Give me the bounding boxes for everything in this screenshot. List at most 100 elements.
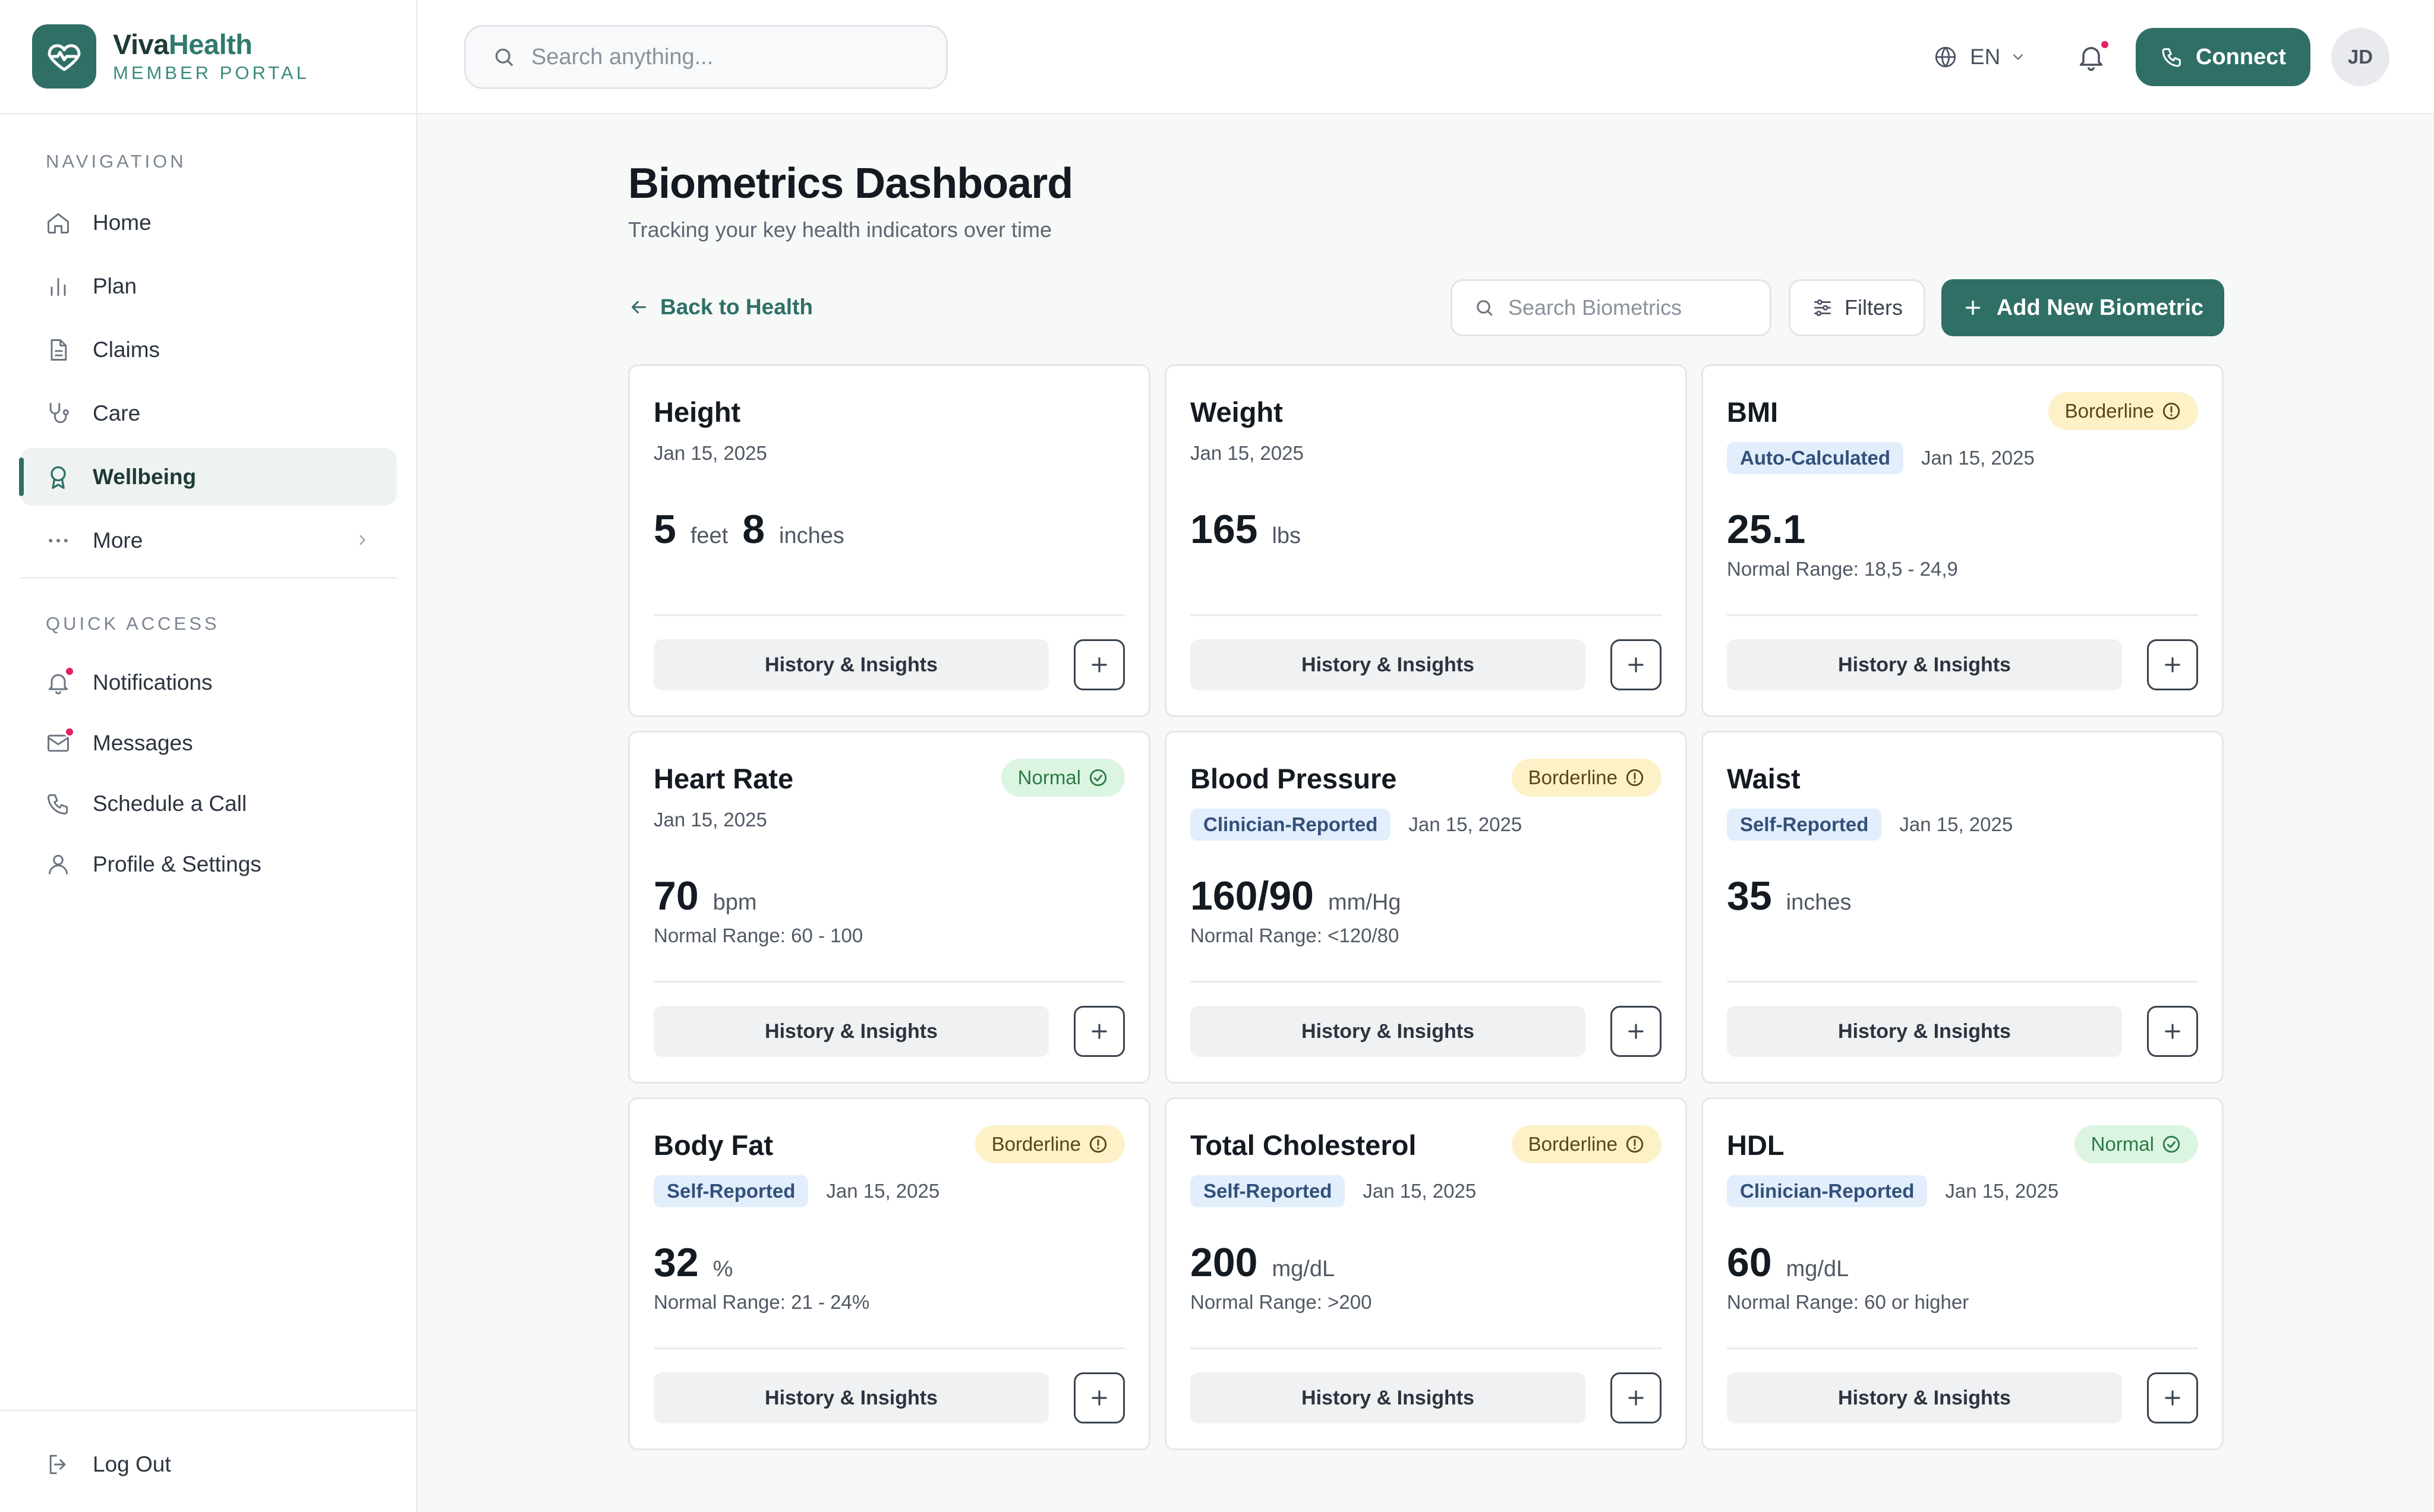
sidebar-item-label: Care [93, 400, 141, 425]
card-date: Jan 15, 2025 [1921, 447, 2035, 469]
sidebar-item-wellbeing[interactable]: Wellbeing [19, 448, 397, 506]
sidebar-footer: Log Out [0, 1410, 418, 1512]
sidebar-item-schedule-call[interactable]: Schedule a Call [20, 775, 397, 832]
filters-button[interactable]: Filters [1789, 279, 1925, 336]
sidebar-item-profile-settings[interactable]: Profile & Settings [20, 835, 397, 893]
history-insights-button[interactable]: History & Insights [1190, 639, 1585, 690]
add-reading-button[interactable] [1074, 639, 1125, 690]
document-icon [45, 337, 71, 363]
back-to-health-link[interactable]: Back to Health [628, 295, 813, 320]
card-unit: bpm [712, 890, 757, 915]
status-badge: Borderline [1511, 1125, 1661, 1163]
card-value: 25.1 [1727, 507, 1806, 552]
history-insights-button[interactable]: History & Insights [1190, 1372, 1585, 1423]
sidebar-item-more[interactable]: More [20, 512, 397, 569]
sidebar-item-home[interactable]: Home [20, 194, 397, 251]
card-divider [1727, 614, 2198, 616]
history-insights-button[interactable]: History & Insights [1727, 639, 2122, 690]
biometric-card-blood-pressure: Blood Pressure Borderline Clinician-Repo… [1165, 731, 1687, 1084]
brand[interactable]: VivaHealth MEMBER PORTAL [0, 0, 416, 115]
status-badge: Normal [1001, 759, 1125, 797]
status-label: Normal [2091, 1133, 2154, 1155]
normal-range: Normal Range: >200 [1190, 1291, 1372, 1313]
plus-icon [1628, 1390, 1644, 1406]
history-insights-button[interactable]: History & Insights [654, 639, 1049, 690]
connect-button[interactable]: Connect [2136, 28, 2310, 86]
card-divider [1727, 981, 2198, 983]
sidebar-item-care[interactable]: Care [20, 384, 397, 442]
plus-icon [2165, 657, 2180, 673]
source-tag: Self-Reported [1190, 1175, 1345, 1207]
plus-icon [1092, 1024, 1107, 1039]
brand-name: VivaHealth [113, 29, 253, 61]
status-badge: Normal [2074, 1125, 2198, 1163]
sidebar-item-plan[interactable]: Plan [20, 257, 397, 315]
card-title: Body Fat [654, 1129, 774, 1161]
sidebar-item-claims[interactable]: Claims [20, 321, 397, 378]
add-reading-button[interactable] [1610, 639, 1661, 690]
notifications-button[interactable] [2076, 39, 2110, 75]
card-date: Jan 15, 2025 [1899, 813, 2013, 835]
card-title: Waist [1727, 763, 1801, 794]
search-icon [1477, 300, 1493, 316]
plus-icon [2165, 1024, 2180, 1039]
brand-subtitle: MEMBER PORTAL [113, 62, 310, 83]
normal-range: Normal Range: <120/80 [1190, 924, 1399, 946]
phone-icon [2162, 48, 2181, 67]
card-title: BMI [1727, 396, 1779, 428]
card-date: Jan 15, 2025 [654, 809, 767, 831]
card-unit: mg/dL [1786, 1257, 1849, 1281]
stethoscope-icon [45, 400, 71, 427]
add-reading-button[interactable] [2147, 1372, 2198, 1423]
chevron-down-icon [2013, 54, 2023, 61]
sidebar-item-notifications[interactable]: Notifications [20, 654, 397, 711]
add-reading-button[interactable] [1074, 1006, 1125, 1057]
check-circle-icon [2162, 1135, 2180, 1153]
history-insights-button[interactable]: History & Insights [654, 1372, 1049, 1423]
card-unit: lbs [1272, 523, 1301, 548]
more-icon [45, 528, 71, 554]
add-reading-button[interactable] [2147, 639, 2198, 690]
info-circle-icon [1089, 1135, 1107, 1153]
add-reading-button[interactable] [2147, 1006, 2198, 1057]
history-insights-button[interactable]: History & Insights [1727, 1372, 2122, 1423]
logout-button[interactable]: Log Out [20, 1435, 397, 1493]
mail-icon [45, 726, 75, 756]
biometrics-search-input[interactable] [1508, 295, 1770, 320]
avatar[interactable]: JD [2331, 28, 2389, 86]
card-date: Jan 15, 2025 [1363, 1180, 1477, 1202]
add-reading-button[interactable] [1074, 1372, 1125, 1423]
history-insights-button[interactable]: History & Insights [1190, 1006, 1585, 1057]
status-label: Normal [1017, 766, 1081, 788]
card-date: Jan 15, 2025 [1945, 1180, 2059, 1202]
normal-range: Normal Range: 21 - 24% [654, 1291, 870, 1313]
chevron-right-icon [360, 535, 366, 545]
global-search-input[interactable] [531, 44, 912, 70]
card-value-secondary: 8 [742, 507, 765, 552]
source-tag: Clinician-Reported [1190, 809, 1391, 841]
status-label: Borderline [991, 1133, 1081, 1155]
card-value: 5 [654, 507, 676, 552]
history-insights-button[interactable]: History & Insights [1727, 1006, 2122, 1057]
biometrics-search[interactable] [1451, 279, 1771, 336]
user-icon [45, 851, 71, 877]
history-insights-button[interactable]: History & Insights [654, 1006, 1049, 1057]
card-title: Blood Pressure [1190, 763, 1397, 794]
source-tag: Auto-Calculated [1727, 442, 1904, 474]
card-unit-secondary: inches [779, 523, 844, 548]
add-new-biometric-button[interactable]: Add New Biometric [1941, 279, 2224, 336]
sidebar-divider [20, 577, 397, 579]
notification-dot [2099, 39, 2110, 50]
card-value: 32 [654, 1240, 699, 1285]
language-selector[interactable]: EN [1933, 42, 2026, 72]
unread-dot [64, 726, 75, 737]
card-divider [1190, 981, 1661, 983]
global-search[interactable] [464, 25, 948, 89]
card-divider [654, 614, 1125, 616]
add-reading-button[interactable] [1610, 1006, 1661, 1057]
card-date: Jan 15, 2025 [1408, 813, 1522, 835]
card-value: 60 [1727, 1240, 1772, 1285]
sidebar-item-messages[interactable]: Messages [20, 714, 397, 772]
globe-icon [1935, 46, 1956, 68]
add-reading-button[interactable] [1610, 1372, 1661, 1423]
